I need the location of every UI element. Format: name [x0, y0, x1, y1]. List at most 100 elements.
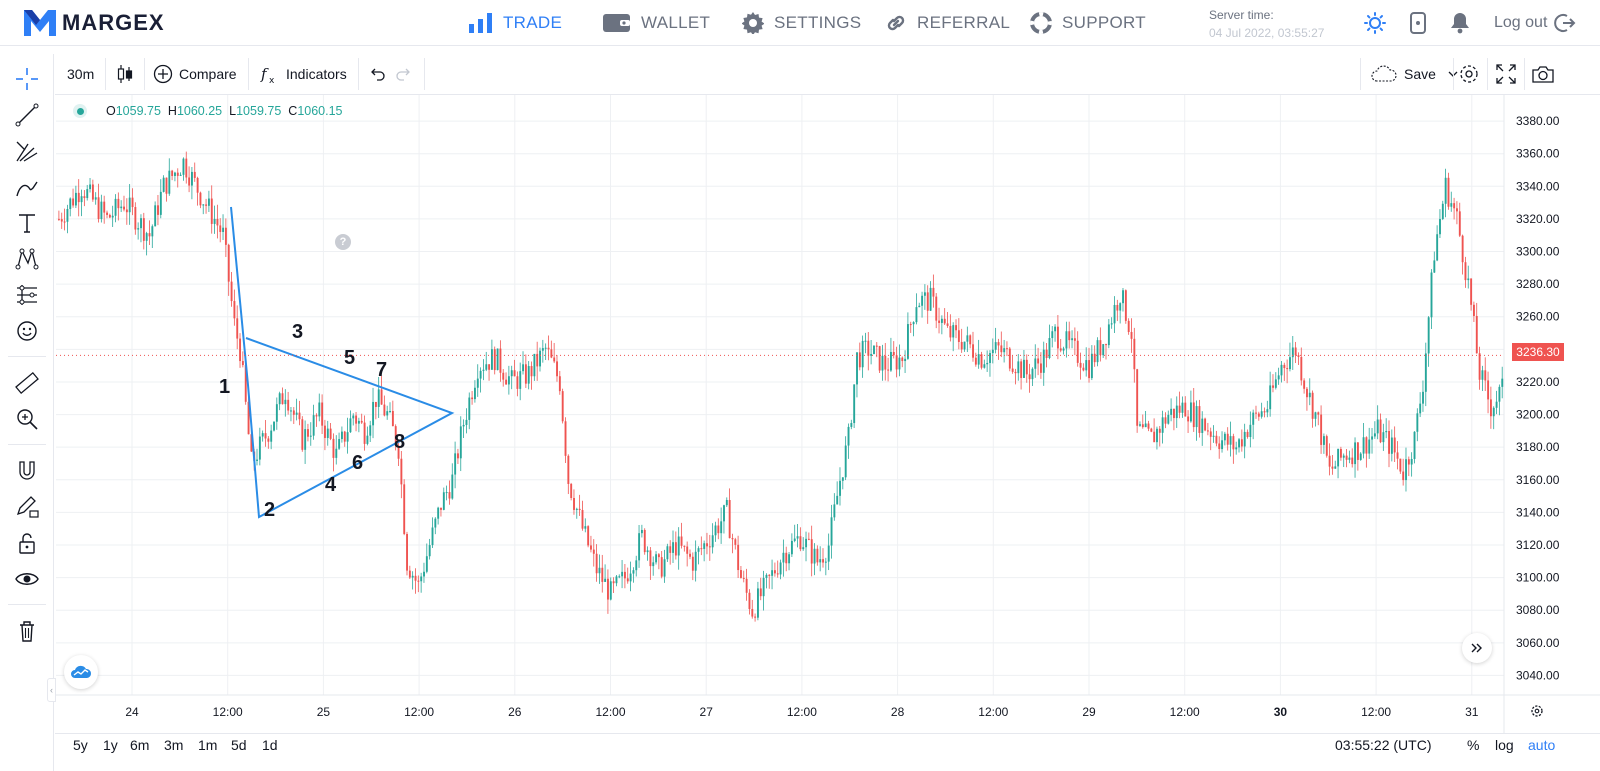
brush-tool[interactable]: [14, 174, 40, 200]
candle-body: [1218, 443, 1221, 450]
nav-referral-label: REFERRAL: [917, 13, 1011, 32]
candle-body: [946, 323, 949, 326]
candle-body: [1345, 455, 1348, 460]
pattern-lines[interactable]: [230, 206, 455, 519]
candle-body: [346, 432, 349, 442]
delete-tool[interactable]: [14, 618, 40, 644]
magnet-tool[interactable]: [14, 458, 40, 484]
range-1m[interactable]: 1m: [198, 737, 218, 753]
scroll-to-realtime-button[interactable]: [1462, 633, 1492, 663]
candle-body: [819, 559, 822, 563]
logout-button[interactable]: Log out: [1494, 13, 1576, 33]
trend-line-tool[interactable]: [14, 102, 40, 128]
candle-body: [793, 538, 796, 541]
candle-body: [335, 448, 338, 458]
candle-body: [742, 577, 745, 579]
bottom-bar: 5y 1y 6m 3m 1m 5d 1d 03:55:22 (UTC) % lo…: [55, 733, 1600, 771]
crosshair-tool[interactable]: [14, 66, 40, 92]
candle-body: [100, 201, 103, 220]
range-6m[interactable]: 6m: [130, 737, 150, 753]
candle-body: [691, 556, 694, 571]
utc-clock[interactable]: 03:55:22 (UTC): [1335, 737, 1432, 753]
undo-icon: [371, 68, 385, 81]
candle-body: [338, 439, 341, 449]
text-tool[interactable]: [14, 210, 40, 236]
candle-body: [680, 536, 683, 546]
candle-body: [1037, 358, 1040, 364]
range-5d[interactable]: 5d: [231, 737, 247, 753]
mobile-app-button[interactable]: [1409, 12, 1427, 39]
candle-body: [878, 346, 881, 371]
nav-settings[interactable]: SETTINGS: [742, 12, 861, 34]
notifications-button[interactable]: [1450, 12, 1470, 39]
pattern-label-2: 2: [264, 499, 275, 521]
log-scale-toggle[interactable]: log: [1495, 737, 1514, 753]
candle-body: [816, 548, 819, 563]
margex-logo[interactable]: MARGEX: [24, 9, 165, 37]
price-chart[interactable]: 1 2 3 4 5 6 7 8 3380.003360.003340.00332…: [56, 95, 1600, 735]
candle-body: [694, 551, 697, 571]
lock-all-tool[interactable]: [14, 530, 40, 556]
range-1d[interactable]: 1d: [262, 737, 278, 753]
candle-body: [239, 338, 242, 362]
fullscreen-button[interactable]: [1495, 54, 1523, 94]
time-tick-label: 31: [1465, 705, 1479, 719]
chart-type-button[interactable]: [116, 54, 140, 94]
pattern-label-7: 7: [376, 359, 387, 381]
range-3m[interactable]: 3m: [164, 737, 184, 753]
range-1y[interactable]: 1y: [103, 737, 118, 753]
candle-body: [757, 588, 759, 618]
zoom-tool[interactable]: [14, 406, 40, 432]
undo-button[interactable]: [368, 54, 392, 94]
candle-body: [1136, 369, 1139, 426]
redo-button[interactable]: [395, 54, 419, 94]
nav-trade[interactable]: TRADE: [469, 12, 562, 34]
candle-body: [267, 438, 270, 442]
nav-referral[interactable]: REFERRAL: [885, 12, 1010, 34]
save-button[interactable]: Save: [1370, 54, 1460, 94]
candle-body: [1011, 368, 1014, 372]
candle-body: [244, 365, 247, 402]
theme-toggle[interactable]: [1364, 12, 1386, 39]
cloud-chart-button[interactable]: [64, 655, 98, 689]
candle-body: [618, 576, 621, 578]
pattern-tool[interactable]: [14, 246, 40, 272]
candle-body: [960, 341, 963, 350]
screenshot-button[interactable]: [1531, 54, 1561, 94]
candle-body: [952, 325, 955, 338]
candle-body: [1023, 359, 1025, 378]
candle-body: [861, 340, 864, 368]
server-time-label: Server time:: [1209, 8, 1274, 22]
emoji-tool[interactable]: [14, 318, 40, 344]
candle-body: [541, 348, 544, 351]
compare-button[interactable]: Compare: [153, 54, 237, 94]
candle-body: [796, 536, 799, 539]
hide-tool[interactable]: [14, 566, 40, 592]
candle-body: [1413, 431, 1416, 459]
candle-body: [524, 364, 527, 384]
nav-wallet[interactable]: WALLET: [603, 12, 710, 34]
range-5y[interactable]: 5y: [73, 737, 88, 753]
lock-drawing-tool[interactable]: [14, 494, 40, 520]
candle-body: [227, 244, 230, 282]
interval-button[interactable]: 30m: [67, 54, 94, 94]
candle-body: [103, 201, 106, 213]
fib-tool[interactable]: [14, 138, 40, 164]
nav-support[interactable]: SUPPORT: [1030, 12, 1146, 34]
candle-body: [1328, 455, 1331, 467]
percent-scale-toggle[interactable]: %: [1467, 737, 1480, 753]
candle-body: [890, 351, 892, 371]
candle-body: [1433, 260, 1436, 273]
help-icon[interactable]: ?: [335, 234, 351, 250]
series-visibility-dot[interactable]: [73, 104, 87, 118]
candle-body: [858, 352, 861, 368]
candle-body: [193, 171, 196, 178]
candle-body: [290, 410, 292, 412]
prediction-tool[interactable]: [14, 282, 40, 308]
chart-settings-button[interactable]: [1458, 54, 1486, 94]
auto-scale-toggle[interactable]: auto: [1528, 737, 1556, 753]
ruler-tool[interactable]: [14, 370, 40, 396]
toolbar-collapse-handle[interactable]: ‹: [47, 678, 56, 702]
candle-body: [1458, 211, 1461, 236]
